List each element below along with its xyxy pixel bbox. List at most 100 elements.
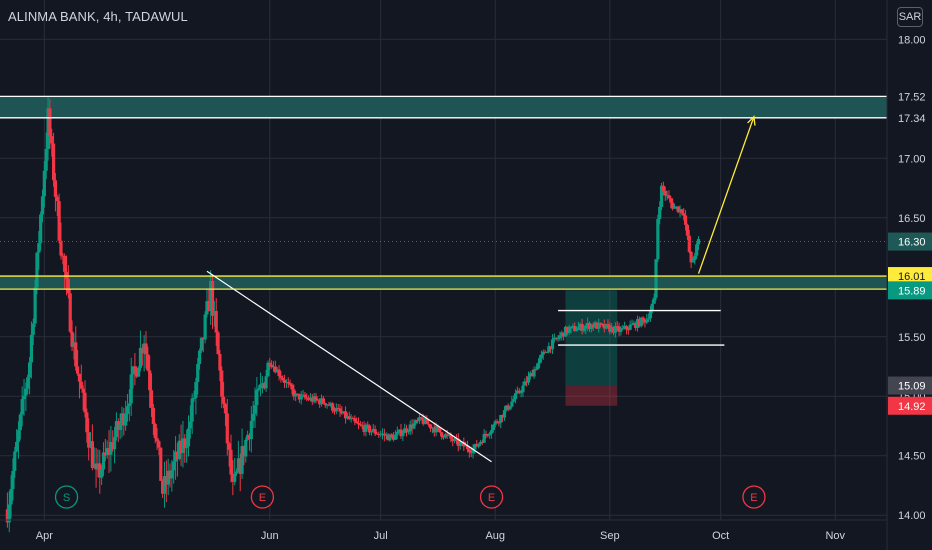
event-marker[interactable] [54,485,79,509]
candle-body [656,218,660,260]
candle-body [501,415,505,418]
candle-body [301,394,305,396]
price-tick-label: 15.50 [898,332,926,344]
candle-body [48,108,52,137]
candle-body [88,441,93,448]
candle-body [105,448,109,456]
candle-body [628,324,632,330]
candle-body [212,310,216,316]
drawings[interactable] [0,95,887,463]
price-label-tag [888,108,932,127]
candle-body [229,449,233,475]
projection-arrow-head[interactable] [747,115,756,126]
position-loss-area[interactable] [565,385,618,406]
candle-body [242,446,246,457]
candle-body [430,427,435,429]
candle-body [246,434,250,440]
time-tick-label: Sep [600,530,620,542]
candle-body [164,476,168,485]
candle-body [5,509,9,523]
time-tick-label: Nov [825,530,845,542]
position-profit-area[interactable] [565,290,618,386]
event-marker-label: E [488,492,495,504]
candle-body [406,431,410,433]
candle-body [214,310,218,333]
candle-body [403,428,407,434]
candle-body [39,214,43,244]
candle-body [334,408,338,412]
candle-body [528,373,532,377]
candle-body [491,424,495,431]
time-axis[interactable]: Apr Jun Jul Aug Sep Oct Nov [36,530,846,542]
candle-body [133,366,137,369]
event-marker[interactable] [742,485,766,509]
candle-body [312,396,316,402]
candle-body [355,421,359,424]
candle-body [273,366,277,373]
candle-body [319,398,324,405]
time-tick-label: Jun [261,530,279,542]
candle-body [532,369,536,377]
candle-body [325,404,329,406]
trendline[interactable] [206,270,492,463]
candle-body [539,354,544,359]
candle-body [432,427,436,433]
candle-body [388,434,392,441]
candle-body [600,323,605,325]
candle-body [308,397,313,400]
candle-body [443,434,447,438]
candle-body [547,346,551,353]
candle-body [425,418,429,424]
candle-body [16,430,21,442]
candle-body [92,463,96,468]
candle-body [436,426,440,428]
candle-body [218,354,222,371]
candle-body [196,364,200,383]
candle-body [146,354,150,371]
candle-body [648,311,653,319]
candle-body [125,406,130,414]
candle-body [136,367,141,377]
candle-body [519,392,523,394]
candle-body [558,335,562,339]
candle-body [57,201,61,241]
candle-body [192,397,196,399]
candle-body [611,326,616,333]
candle-body [282,379,287,384]
position-tool[interactable] [565,290,618,406]
candle-body [399,429,403,437]
candle-body [358,424,362,426]
event-marker[interactable] [250,485,275,509]
candle-body [591,324,595,328]
currency-button[interactable]: SAR [897,7,923,27]
candle-body [13,451,17,471]
candle-body [493,421,497,425]
candle-body [486,434,490,436]
time-tick-label: Jul [374,530,388,542]
candle-body [103,452,107,456]
candle-body [680,209,684,214]
candle-body [512,399,516,402]
candle-body [33,287,37,324]
price-label-tag [888,232,932,251]
candle-body [35,252,39,288]
candle-body [380,433,385,435]
candle-body [497,422,501,424]
candle-body [310,397,314,402]
event-marker[interactable] [479,485,504,509]
candle-body [659,185,664,207]
candle-body [290,384,294,390]
candle-body [138,347,143,368]
candle-body [419,417,423,419]
candle-body [617,326,621,332]
candle-body [142,343,146,354]
candle-body [632,322,636,325]
candle-body [390,434,394,437]
candle-body [26,377,30,389]
projection-arrow[interactable] [697,116,755,274]
event-marker-label: S [63,492,70,504]
candle-body [270,364,274,367]
candle-body [630,324,634,326]
